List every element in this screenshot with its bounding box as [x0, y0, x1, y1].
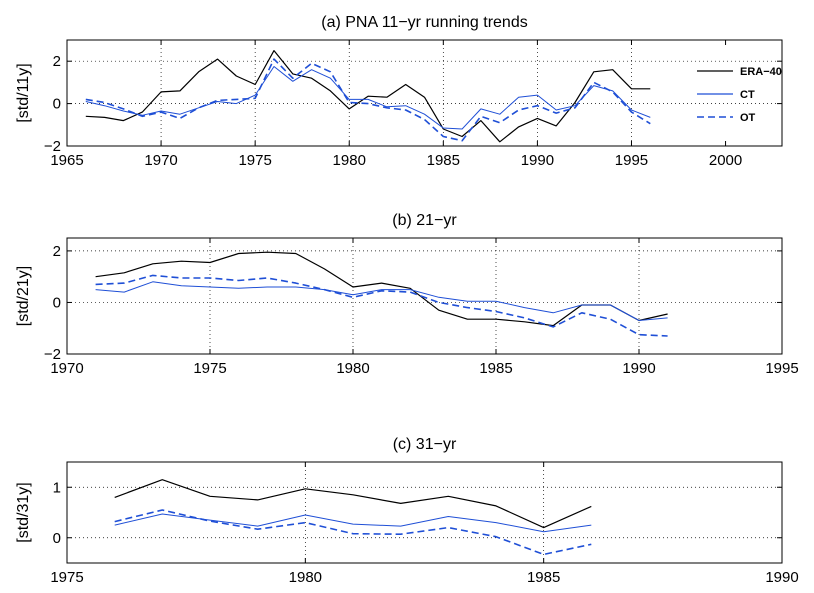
panel-b-ytick-label: 2 [53, 243, 61, 260]
panel-c-ytick-label: 1 [53, 479, 61, 496]
panel-b-xtick-label: 1985 [479, 360, 512, 377]
panel-a-xtick-label: 1980 [333, 152, 366, 169]
panel-a-ytick-label: 2 [53, 53, 61, 70]
panel-a-ytick-label: −2 [44, 138, 61, 155]
legend-label-1: CT [740, 89, 755, 101]
panel-a-xtick-label: 1985 [427, 152, 460, 169]
panel-b-xtick-label: 1990 [622, 360, 655, 377]
panel-b-xtick-label: 1970 [50, 360, 83, 377]
panel-c-xtick-label: 1975 [50, 569, 83, 586]
panel-b-title: (b) 21−yr [392, 212, 457, 229]
panel-a-xtick-label: 1975 [238, 152, 271, 169]
panel-b: (b) 21−yr [std/21y] 1970 1975 1980 1985 1990… [15, 212, 799, 377]
panel-c: (c) 31−yr [std/31y] 1975 1980 1985 1990 0 1 [15, 436, 799, 586]
panel-a-xtick-label: 1995 [615, 152, 648, 169]
panel-a-xtick-label: 1970 [144, 152, 177, 169]
panel-b-xtick-label: 1980 [336, 360, 369, 377]
panel-c-series-2-line [114, 509, 592, 556]
panel-a-series-2-line [85, 58, 651, 142]
panel-c-xtick-label: 1985 [527, 569, 560, 586]
panel-a-ytick-label: 0 [53, 96, 61, 113]
panel-b-xtick-label: 1995 [765, 360, 798, 377]
panel-a-xtick-label: 1965 [50, 152, 83, 169]
panel-b-ytick-label: −2 [44, 346, 61, 363]
panel-b-series-0-line [95, 251, 668, 327]
panel-a: (a) PNA 11−yr running trends [std/11y] E… [15, 14, 783, 169]
panel-a-title: (a) PNA 11−yr running trends [321, 14, 527, 31]
panel-a-xtick-label: 2000 [709, 152, 742, 169]
panel-c-title: (c) 31−yr [393, 436, 457, 453]
panel-c-series-0-line [114, 479, 592, 529]
panel-a-xtick-label: 1990 [521, 152, 554, 169]
panel-c-xtick-label: 1990 [765, 569, 798, 586]
panel-a-series-0-line [85, 49, 651, 143]
panel-b-frame [66, 237, 783, 355]
panel-c-ytick-label: 0 [53, 530, 61, 547]
panel-c-xtick-label: 1980 [289, 569, 322, 586]
panel-b-xtick-label: 1975 [193, 360, 226, 377]
panel-a-legend: ERA−40 CT OT [697, 66, 782, 124]
panel-a-series-1-line [85, 66, 651, 130]
panel-a-ylabel: [std/11y] [15, 63, 32, 122]
panel-b-series-2-line [95, 274, 668, 337]
panel-b-ylabel: [std/21y] [15, 266, 32, 326]
panel-b-ytick-label: 0 [53, 294, 61, 311]
panel-a-frame [66, 39, 783, 147]
panel-c-ylabel: [std/31y] [15, 482, 32, 542]
panel-b-series-1-line [95, 281, 668, 321]
legend-label-2: OT [740, 112, 756, 124]
panel-c-frame [66, 461, 783, 564]
legend-label-0: ERA−40 [740, 66, 782, 78]
